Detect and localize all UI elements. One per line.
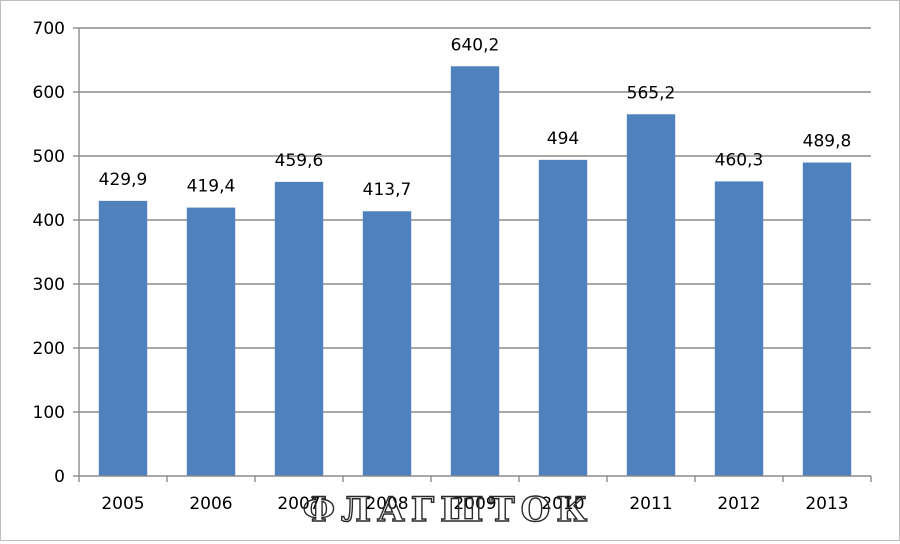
data-label: 459,6 (275, 151, 324, 171)
data-label: 565,2 (627, 83, 676, 103)
bar (802, 162, 852, 476)
data-label: 460,3 (715, 150, 764, 170)
x-tick-label: 2005 (101, 494, 144, 514)
bar (274, 181, 324, 476)
watermark-text: ФЛАГШТОК (303, 490, 593, 530)
bar (186, 207, 236, 477)
data-label: 429,9 (99, 170, 148, 190)
y-tick-label: 500 (33, 147, 65, 167)
bars (98, 66, 852, 477)
bar (538, 159, 588, 476)
data-label: 494 (547, 129, 579, 149)
data-label: 489,8 (803, 132, 852, 152)
x-tick-label: 2007 (277, 494, 320, 514)
data-label: 640,2 (451, 35, 500, 55)
x-tick-label: 2010 (541, 494, 584, 514)
x-tick-label: 2012 (717, 494, 760, 514)
y-tick-label: 100 (33, 403, 65, 423)
bar (450, 66, 500, 476)
data-label: 413,7 (363, 180, 412, 200)
x-tick-label: 2009 (453, 494, 496, 514)
y-tick-label: 400 (33, 211, 65, 231)
bar (626, 114, 676, 476)
x-tick-label: 2008 (365, 494, 408, 514)
y-tick-label: 600 (33, 83, 65, 103)
y-tick-label: 300 (33, 275, 65, 295)
bar (714, 181, 764, 476)
bar (98, 200, 148, 476)
axes (73, 27, 872, 482)
y-tick-label: 0 (54, 467, 65, 487)
bar (362, 211, 412, 476)
x-tick-label: 2013 (805, 494, 848, 514)
data-label: 419,4 (187, 177, 236, 197)
y-tick-label: 200 (33, 339, 65, 359)
y-tick-label: 700 (33, 19, 65, 39)
labels: 0 100 200 300 400 500 600 700 429,9 2005 419,4 2006… (33, 19, 852, 514)
x-tick-label: 2011 (629, 494, 672, 514)
x-tick-label: 2006 (189, 494, 232, 514)
